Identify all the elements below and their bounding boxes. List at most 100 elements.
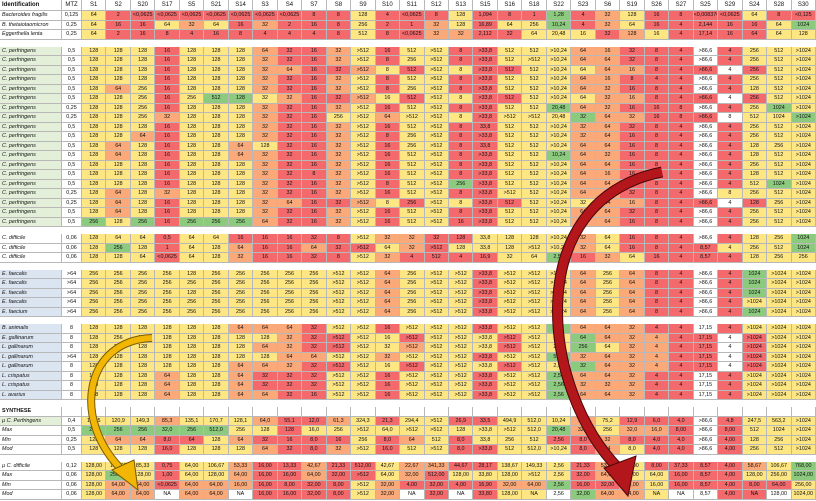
table-cell: >64 <box>62 352 82 362</box>
table-cell: 32 <box>326 189 352 199</box>
table-cell: 128 <box>449 20 474 30</box>
table-cell: 32 <box>326 84 352 94</box>
table-cell: 10,24 <box>546 416 572 426</box>
table-cell: 16 <box>620 198 645 208</box>
table-cell: >512 <box>351 189 376 199</box>
table-cell: 128 <box>130 343 156 353</box>
table-cell: 4 <box>718 179 743 189</box>
table-cell: 128 <box>449 243 474 253</box>
table-cell: 256 <box>742 217 768 227</box>
table-cell: 32 <box>375 343 401 353</box>
table-row: L. crispatus 8 128 128 128 64 128 128 64 32 32 32 >5… <box>0 381 816 391</box>
table-cell: 16 <box>302 94 327 104</box>
table-cell: >512 <box>351 269 376 279</box>
table-cell: 16 <box>130 20 156 30</box>
table-cell: >512 <box>400 426 425 436</box>
table-cell: 64 <box>620 269 645 279</box>
table-cell: 64 <box>742 30 768 40</box>
table-cell: 256 <box>351 435 376 445</box>
table-cell: 256 <box>155 269 180 279</box>
table-cell: 128 <box>106 390 131 400</box>
table-cell: 512,0 <box>522 416 547 426</box>
table-cell: 64 <box>767 30 792 40</box>
table-cell: 512 <box>522 217 547 227</box>
row-label: E. faecalis <box>0 279 62 289</box>
table-cell: 20,48 <box>546 103 572 113</box>
table-cell: 256 <box>277 269 303 279</box>
table-cell: 4,00 <box>718 480 743 490</box>
table-cell: 512,0 <box>204 426 229 436</box>
table-cell: >10,24 <box>546 279 572 289</box>
table-cell: 64 <box>228 141 254 151</box>
table-cell: 256 <box>204 217 229 227</box>
table-cell: 128 <box>742 253 768 263</box>
table-row: C. perfringens 0,5 128 128 256 16 256 512 128 32 3… <box>0 94 816 104</box>
group-gap <box>0 40 816 47</box>
table-cell: 16 <box>449 217 474 227</box>
table-cell: 4 <box>718 343 743 353</box>
table-cell: >512 <box>351 490 376 500</box>
table-cell: 128 <box>204 435 229 445</box>
table-cell <box>351 407 376 417</box>
table-cell: >86,6 <box>693 151 719 161</box>
table-cell: >1024 <box>791 288 816 298</box>
table-cell: 128 <box>82 208 107 218</box>
table-cell: 8 <box>326 11 352 21</box>
table-cell: 16 <box>302 151 327 161</box>
row-label: C. perfringens <box>0 217 62 227</box>
table-cell: >512 <box>449 279 474 289</box>
table-cell: 128 <box>228 179 254 189</box>
table-cell: 64,00 <box>204 480 229 490</box>
table-cell: >33,8 <box>473 113 498 123</box>
table-cell: 128 <box>179 198 205 208</box>
row-label: Min <box>0 435 62 445</box>
table-cell: 64,00 <box>204 490 229 500</box>
table-cell: 32 <box>253 160 278 170</box>
table-cell: 128 <box>130 179 156 189</box>
table-row: Max 0,06 128,00 256,00 128,00 1,00 64,00 128,00… <box>0 471 816 481</box>
table-row: Eggerthella lenta 0,25 64 2 16 8 4 16 8 4 4 4 8 512 8 <… <box>0 30 816 40</box>
table-cell: 32,00 <box>497 480 523 490</box>
table-cell: 8 <box>644 132 670 142</box>
table-cell: >33,8 <box>473 269 498 279</box>
table-cell: 16 <box>155 65 180 75</box>
table-row: Mod 0,5 128 128 128 16,0 128 128 128 64 32 8,0 32 >51… <box>0 445 816 455</box>
table-row: L. crispatus 8 128 128 128 64 128 128 64 32 32 32 >5… <box>0 371 816 381</box>
table-cell: >1024 <box>767 343 792 353</box>
table-cell: >512 <box>449 381 474 391</box>
table-cell: >512 <box>497 381 523 391</box>
table-cell: >86,6 <box>693 208 719 218</box>
table-cell: >512 <box>400 381 425 391</box>
table-cell: 8 <box>644 46 670 56</box>
table-cell: 64,00 <box>179 480 205 490</box>
table-cell: 85,3 <box>155 416 180 426</box>
table-cell: 4 <box>718 307 743 317</box>
table-cell: 32 <box>253 435 278 445</box>
table-cell: 8 <box>424 11 449 21</box>
table-cell: 2,56 <box>546 371 572 381</box>
table-cell: 64 <box>277 352 303 362</box>
table-cell: 8,57 <box>693 461 719 471</box>
table-cell: 8 <box>375 30 401 40</box>
table-cell: 16 <box>302 122 327 132</box>
table-cell: 8 <box>449 122 474 132</box>
table-cell: 128 <box>228 46 254 56</box>
table-cell: 512 <box>767 208 792 218</box>
table-cell: 128,00 <box>82 480 107 490</box>
table-cell: 128 <box>106 324 131 334</box>
table-cell: 8 <box>62 362 82 372</box>
table-cell: 512 <box>497 122 523 132</box>
table-cell: 64 <box>571 84 596 94</box>
table-cell: 64 <box>253 46 278 56</box>
table-cell: 16 <box>155 160 180 170</box>
table-cell: 2,56 <box>546 324 572 334</box>
table-cell: 32 <box>302 362 327 372</box>
table-cell: 64 <box>155 390 180 400</box>
table-cell: 64 <box>571 94 596 104</box>
table-cell: >512 <box>351 243 376 253</box>
table-cell: 128 <box>130 445 156 455</box>
table-cell: 128 <box>204 381 229 391</box>
table-cell: 128 <box>228 333 254 343</box>
table-cell: 64 <box>106 189 131 199</box>
